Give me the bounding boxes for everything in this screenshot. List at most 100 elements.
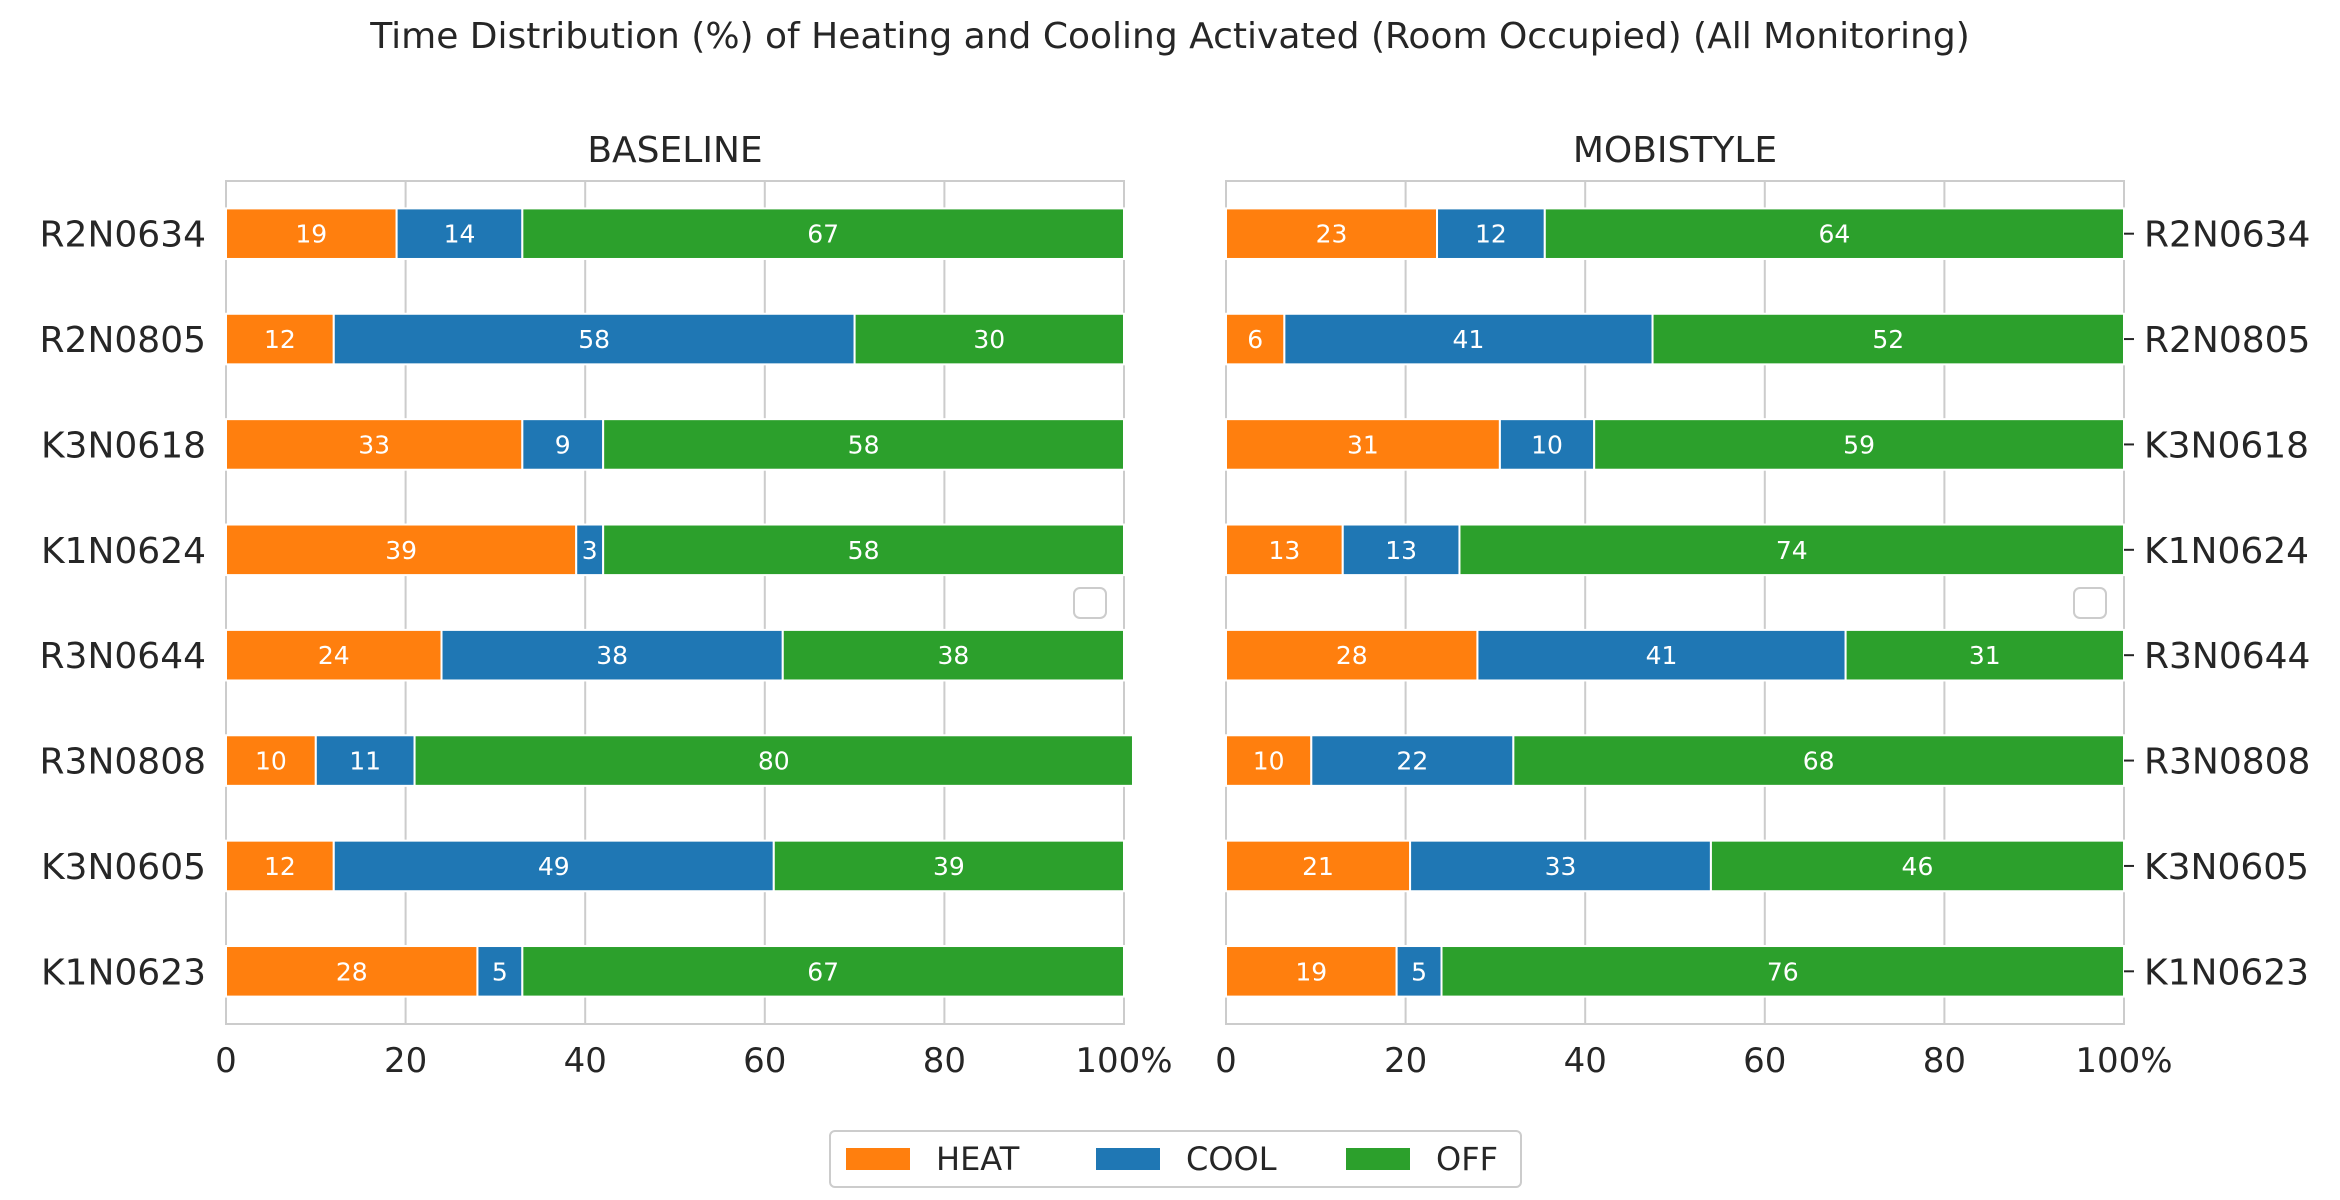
data-label: 14: [444, 220, 476, 249]
y-tick-label: R2N0634: [40, 215, 206, 256]
plot-frame: [225, 180, 1125, 1025]
data-label: 6: [1247, 325, 1263, 354]
y-tick-label: K3N0605: [2144, 847, 2309, 888]
data-label: 59: [1843, 430, 1875, 459]
data-label: 46: [1902, 852, 1934, 881]
data-label: 58: [848, 536, 880, 565]
y-tick-label: K3N0605: [41, 847, 206, 888]
data-label: 19: [295, 220, 327, 249]
legend-item-cool: COOL: [1096, 1132, 1277, 1186]
bar-segment-heat: [1225, 523, 1344, 577]
bar-segment-off: [1440, 945, 2125, 998]
y-tick-label: R2N0634: [2144, 215, 2310, 256]
bar-segment-heat: [225, 628, 443, 682]
y-tick-label: R2N0805: [40, 320, 206, 361]
data-label: 31: [1969, 641, 2001, 670]
x-tick-label: 40: [564, 1041, 607, 1081]
data-label: 10: [1253, 747, 1285, 776]
bar-segment-heat: [1225, 734, 1313, 787]
y-tick-label: K3N0618: [41, 425, 206, 466]
legend-label-cool: COOL: [1186, 1140, 1277, 1178]
data-label: 21: [1302, 852, 1334, 881]
bar-segment-off: [521, 945, 1125, 998]
data-label: 67: [807, 220, 839, 249]
y-tick-label: R3N0644: [2144, 636, 2310, 677]
y-tick-label: K1N0623: [2144, 952, 2309, 993]
legend-item-heat: HEAT: [846, 1132, 1019, 1186]
data-label: 11: [349, 747, 381, 776]
x-tick-label: 20: [1384, 1041, 1427, 1081]
bar-segment-cool: [1409, 839, 1712, 893]
data-label: 19: [1295, 957, 1327, 986]
x-tick-label: 20: [384, 1041, 427, 1081]
data-label: 31: [1347, 430, 1379, 459]
x-tick-label: 0: [215, 1041, 237, 1081]
bar-segment-cool: [1395, 945, 1443, 998]
x-tick-label: 80: [923, 1041, 966, 1081]
data-label: 23: [1316, 220, 1348, 249]
data-label: 3: [582, 536, 598, 565]
data-label: 38: [937, 641, 969, 670]
data-label: 12: [264, 325, 296, 354]
bar-segment-cool: [1310, 734, 1515, 787]
bar-segment-off: [602, 523, 1125, 577]
bar-segment-off: [1593, 418, 2126, 471]
data-label: 49: [538, 852, 570, 881]
data-label: 5: [1411, 957, 1427, 986]
y-tick-label: K1N0624: [2144, 531, 2309, 572]
bar-segment-off: [772, 839, 1126, 893]
bar-segment-off: [1709, 839, 2126, 893]
panel-title: BASELINE: [587, 130, 762, 171]
bar-segment-cool: [332, 839, 775, 893]
data-label: 58: [578, 325, 610, 354]
data-label: 12: [1475, 220, 1507, 249]
legend-swatch-heat: [846, 1148, 910, 1170]
data-label: 5: [492, 957, 508, 986]
x-tick-label: 80: [1923, 1041, 1966, 1081]
bar-segment-off: [413, 734, 1134, 787]
bar-segment-heat: [225, 312, 335, 366]
data-label: 80: [758, 747, 790, 776]
y-tick-label: K1N0623: [41, 952, 206, 993]
bar-segment-cool: [476, 945, 524, 998]
empty-legend-box: [2073, 587, 2107, 619]
data-label: 74: [1776, 536, 1808, 565]
plot-frame: [1225, 180, 2125, 1025]
bar-segment-cool: [1341, 523, 1461, 577]
legend: HEAT COOL OFF: [829, 1130, 1522, 1188]
bar-segment-off: [521, 207, 1125, 260]
bar-segment-heat: [1225, 628, 1479, 682]
data-label: 67: [807, 957, 839, 986]
bar-segment-cool: [440, 628, 784, 682]
empty-legend-box: [1073, 587, 1107, 619]
data-label: 33: [1545, 852, 1577, 881]
legend-swatch-cool: [1096, 1148, 1160, 1170]
bar-segment-cool: [1436, 207, 1546, 260]
data-label: 9: [555, 430, 571, 459]
bar-segment-heat: [225, 945, 479, 998]
chart-panel-baseline: BASELINE 0 20 40 60 80 100% 19 14 67 R2N0634 12 58 30…: [40, 130, 1173, 1081]
x-tick-label: 100%: [1075, 1041, 1172, 1081]
x-tick-label: 0: [1215, 1041, 1237, 1081]
bar-segment-cool: [1476, 628, 1847, 682]
data-label: 39: [385, 536, 417, 565]
y-tick-label: R2N0805: [2144, 320, 2310, 361]
legend-label-off: OFF: [1436, 1140, 1498, 1178]
bar-segment-off: [1651, 312, 2126, 366]
data-label: 41: [1453, 325, 1485, 354]
bar-segment-cool: [314, 734, 416, 787]
data-label: 28: [336, 957, 368, 986]
y-tick-label: K3N0618: [2144, 425, 2309, 466]
bar-segment-heat: [225, 734, 317, 787]
data-label: 22: [1396, 747, 1428, 776]
y-tick-label: R3N0644: [40, 636, 206, 677]
bar-segment-off: [1844, 628, 2125, 682]
data-label: 13: [1385, 536, 1417, 565]
y-tick-label: R3N0808: [2144, 742, 2310, 783]
bar-segment-cool: [1498, 418, 1596, 471]
panel-title: MOBISTYLE: [1573, 130, 1777, 171]
bar-segment-cool: [395, 207, 524, 260]
data-label: 13: [1268, 536, 1300, 565]
